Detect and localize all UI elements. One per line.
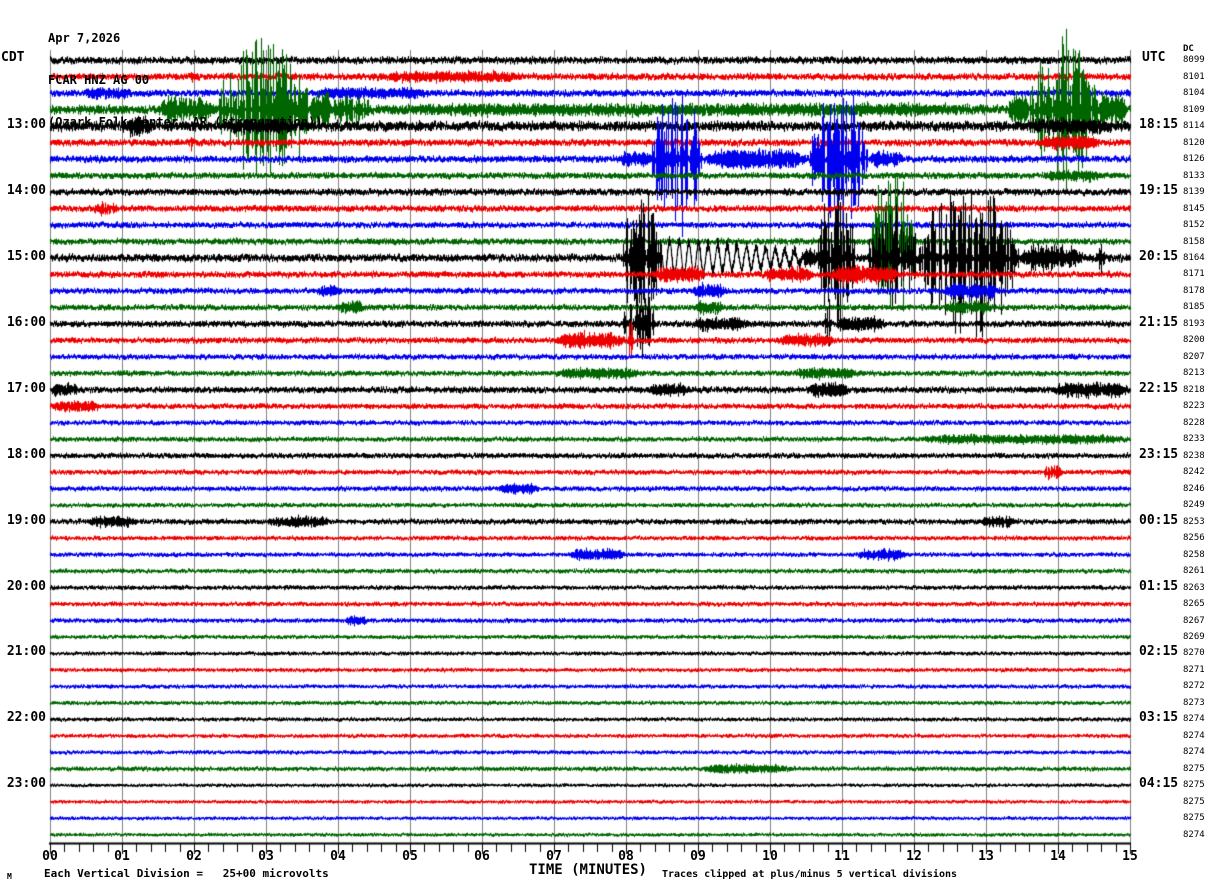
x-tick-label: 08 <box>618 849 634 864</box>
plot-header: Apr 7,2026 FCAR HNZ AG 00 (Ozark Folk Ce… <box>48 3 323 157</box>
x-tick-label: 05 <box>402 849 418 864</box>
dc-offset-value: 8274 <box>1183 829 1205 840</box>
cdt-hour-label: 22:00 <box>6 710 46 726</box>
x-tick-label: 01 <box>114 849 130 864</box>
dc-offset-value: 8275 <box>1183 780 1205 791</box>
x-tick-label: 07 <box>546 849 562 864</box>
x-tick-label: 09 <box>690 849 706 864</box>
utc-hour-label: 20:15 <box>1139 248 1179 264</box>
x-tick-label: 03 <box>258 849 274 864</box>
dc-offset-value: 8178 <box>1183 285 1205 296</box>
dc-offset-value: 8249 <box>1183 500 1205 511</box>
x-tick-label: 04 <box>330 849 346 864</box>
dc-offset-value: 8270 <box>1183 648 1205 659</box>
dc-column-header: DC <box>1183 44 1194 54</box>
dc-offset-value: 8233 <box>1183 434 1205 445</box>
dc-offset-value: 8104 <box>1183 88 1205 99</box>
dc-offset-value: 8275 <box>1183 796 1205 807</box>
dc-offset-value: 8171 <box>1183 269 1205 280</box>
header-date: Apr 7,2026 <box>48 31 121 45</box>
dc-offset-value: 8099 <box>1183 55 1205 66</box>
x-tick-label: 10 <box>762 849 778 864</box>
dc-offset-value: 8139 <box>1183 187 1205 198</box>
dc-offset-value: 8120 <box>1183 137 1205 148</box>
dc-offset-value: 8275 <box>1183 813 1205 824</box>
utc-hour-label: 21:15 <box>1139 314 1179 330</box>
dc-offset-value: 8126 <box>1183 154 1205 165</box>
dc-offset-value: 8261 <box>1183 566 1205 577</box>
x-tick-label: 15 <box>1122 849 1138 864</box>
x-tick-label: 14 <box>1050 849 1066 864</box>
dc-offset-value: 8256 <box>1183 533 1205 544</box>
cdt-hour-label: 20:00 <box>6 578 46 594</box>
dc-offset-value: 8263 <box>1183 582 1205 593</box>
header-station-location: (Ozark Folk Center, AR (strongmotion)) <box>48 115 323 129</box>
dc-offset-value: 8273 <box>1183 697 1205 708</box>
dc-offset-value: 8267 <box>1183 615 1205 626</box>
dc-offset-value: 8272 <box>1183 681 1205 692</box>
clipping-note: Traces clipped at plus/minus 5 vertical … <box>662 869 958 880</box>
x-axis-title: TIME (MINUTES) <box>528 862 647 878</box>
x-tick-label: 13 <box>978 849 994 864</box>
header-station-code: FCAR HNZ AG 00 <box>48 73 150 87</box>
dc-offset-value: 8242 <box>1183 467 1205 478</box>
dc-offset-value: 8164 <box>1183 252 1205 263</box>
dc-offset-value: 8207 <box>1183 351 1205 362</box>
dc-offset-value: 8223 <box>1183 401 1205 412</box>
cdt-hour-label: 14:00 <box>6 183 46 199</box>
dc-offset-value: 8133 <box>1183 170 1205 181</box>
dc-offset-value: 8152 <box>1183 220 1205 231</box>
dc-offset-value: 8274 <box>1183 747 1205 758</box>
dc-offset-value: 8238 <box>1183 450 1205 461</box>
utc-hour-label: 02:15 <box>1139 644 1179 660</box>
cdt-hour-label: 15:00 <box>6 248 46 264</box>
dc-offset-value: 8274 <box>1183 714 1205 725</box>
cdt-hour-label: 21:00 <box>6 644 46 660</box>
dc-offset-value: 8193 <box>1183 318 1205 329</box>
dc-offset-value: 8271 <box>1183 664 1205 675</box>
right-timezone-label: UTC <box>1142 50 1166 65</box>
cdt-hour-label: 18:00 <box>6 446 46 462</box>
cdt-hour-label: 17:00 <box>6 380 46 396</box>
utc-hour-label: 04:15 <box>1139 776 1179 792</box>
cdt-hour-label: 16:00 <box>6 314 46 330</box>
dc-offset-value: 8200 <box>1183 335 1205 346</box>
utc-hour-label: 19:15 <box>1139 183 1179 199</box>
dc-offset-value: 8185 <box>1183 302 1205 313</box>
left-timezone-label: CDT <box>1 50 25 65</box>
dc-offset-value: 8218 <box>1183 384 1205 395</box>
utc-hour-label: 22:15 <box>1139 380 1179 396</box>
utc-hour-label: 01:15 <box>1139 578 1179 594</box>
utc-hour-label: 23:15 <box>1139 446 1179 462</box>
cdt-hour-label: 23:00 <box>6 776 46 792</box>
x-tick-label: 12 <box>906 849 922 864</box>
dc-offset-value: 8258 <box>1183 549 1205 560</box>
corner-watermark: M <box>7 872 12 881</box>
dc-offset-value: 8114 <box>1183 121 1205 132</box>
dc-offset-value: 8101 <box>1183 71 1205 82</box>
dc-offset-value: 8269 <box>1183 632 1205 642</box>
dc-offset-value: 8158 <box>1183 236 1205 247</box>
x-tick-label: 11 <box>834 849 850 864</box>
cdt-hour-label: 13:00 <box>6 117 46 133</box>
dc-offset-value: 8109 <box>1183 104 1205 115</box>
dc-offset-value: 8213 <box>1183 368 1205 379</box>
vertical-scale-note: Each Vertical Division = 25+00 microvolt… <box>44 867 329 880</box>
dc-offset-value: 8275 <box>1183 763 1205 774</box>
x-tick-label: 06 <box>474 849 490 864</box>
dc-offset-value: 8246 <box>1183 483 1205 494</box>
x-tick-label: 00 <box>42 849 58 864</box>
dc-offset-value: 8274 <box>1183 730 1205 741</box>
utc-hour-label: 00:15 <box>1139 512 1179 528</box>
utc-hour-label: 03:15 <box>1139 710 1179 726</box>
dc-offset-value: 8253 <box>1183 516 1205 527</box>
dc-offset-value: 8228 <box>1183 417 1205 428</box>
dc-offset-value: 8265 <box>1183 599 1205 610</box>
dc-offset-value: 8145 <box>1183 203 1205 214</box>
cdt-hour-label: 19:00 <box>6 512 46 528</box>
x-tick-label: 02 <box>186 849 202 864</box>
utc-hour-label: 18:15 <box>1139 117 1179 133</box>
